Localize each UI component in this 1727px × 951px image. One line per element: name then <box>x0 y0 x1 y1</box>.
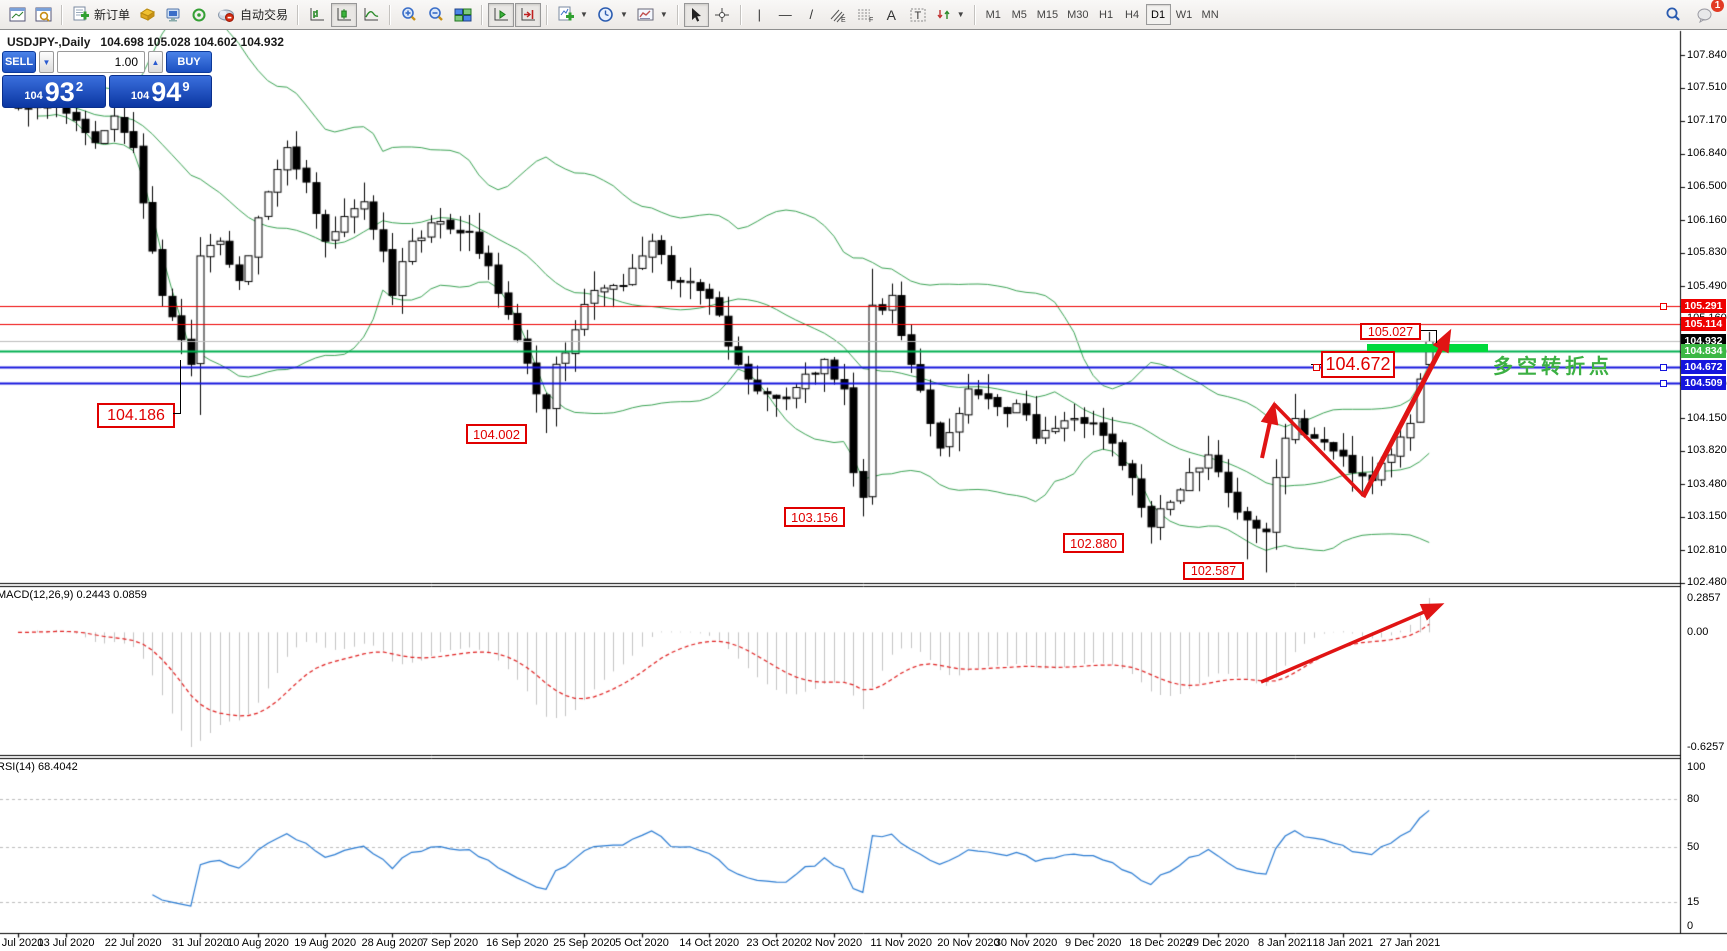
new-chart-icon[interactable] <box>5 3 30 27</box>
buy-button[interactable]: BUY <box>166 51 212 73</box>
turning-point-annotation[interactable]: 多空转折点 <box>1493 356 1613 378</box>
one-click-trading-panel: SELL ▼ 1.00 ▲ BUY 104 93 2 104 94 9 <box>2 51 212 108</box>
svg-text:E: E <box>841 17 846 23</box>
timeframe-m5[interactable]: M5 <box>1011 8 1027 21</box>
market-icon[interactable] <box>135 3 160 27</box>
crosshair-tool-icon[interactable] <box>710 3 735 27</box>
new-order-label: 新订单 <box>94 8 131 22</box>
timeframe-switcher: M1 M5 M15 M30 H1 H4 D1 W1 MN <box>981 4 1223 25</box>
metaeditor-icon[interactable] <box>161 3 186 27</box>
cursor-tool-icon[interactable] <box>683 2 709 27</box>
toolbar-separator <box>973 4 976 25</box>
sell-button[interactable]: SELL <box>2 51 36 73</box>
text-tool-icon[interactable]: A <box>886 6 896 23</box>
timeframe-d1[interactable]: D1 <box>1145 4 1171 25</box>
timeframe-w1[interactable]: W1 <box>1175 8 1193 21</box>
timeframe-m15[interactable]: M15 <box>1036 8 1059 21</box>
notifications-icon[interactable]: 1 <box>1692 0 1724 27</box>
chart-title: USDJPY-,Daily 104.698 105.028 104.602 10… <box>7 35 284 49</box>
toolbar-separator <box>481 4 484 25</box>
timeframe-h4[interactable]: H4 <box>1125 8 1140 21</box>
svg-text:F: F <box>869 17 873 23</box>
autotrading-button[interactable]: 自动交易 <box>213 3 292 27</box>
timeframe-h1[interactable]: H1 <box>1099 8 1114 21</box>
line-chart-type-icon[interactable] <box>358 3 384 27</box>
volume-increase-button[interactable]: ▲ <box>148 51 163 73</box>
timeframe-mn[interactable]: MN <box>1201 8 1219 21</box>
timeframe-m1[interactable]: M1 <box>985 8 1001 21</box>
text-label-tool-icon[interactable]: T <box>905 3 931 27</box>
horizontal-line-tool-icon[interactable]: — <box>778 7 792 22</box>
rsi-indicator-label: RSI(14) 68.4042 <box>0 761 78 773</box>
notification-count-badge: 1 <box>1711 0 1724 12</box>
toolbar-separator <box>297 4 300 25</box>
arrows-tool-icon[interactable]: ▼ <box>932 3 969 27</box>
ask-prefix: 104 <box>130 90 150 102</box>
dropdown-caret-icon: ▼ <box>956 10 965 19</box>
trendline-tool-icon[interactable]: / <box>809 7 814 22</box>
dropdown-caret-icon: ▼ <box>659 10 668 19</box>
new-order-button[interactable]: 新订单 <box>68 3 134 27</box>
indicators-menu-icon[interactable]: ▼ <box>553 3 592 27</box>
zoom-out-icon[interactable] <box>423 3 449 27</box>
toolbar-separator <box>739 4 742 25</box>
support-highlight-bar[interactable] <box>1367 344 1488 352</box>
ask-price-display[interactable]: 104 94 9 <box>108 75 212 108</box>
ask-pip-digit: 9 <box>182 79 190 94</box>
timeframe-m30[interactable]: M30 <box>1067 8 1089 21</box>
volume-decrease-button[interactable]: ▼ <box>39 51 54 73</box>
channel-tool-icon[interactable]: E <box>825 3 851 27</box>
fibonacci-tool-icon[interactable]: F <box>852 3 878 27</box>
bid-pip-digit: 2 <box>75 79 84 94</box>
periods-menu-icon[interactable]: ▼ <box>593 3 632 27</box>
macd-indicator-label: MACD(12,26,9) 0.2443 0.0859 <box>0 589 147 601</box>
dropdown-caret-icon: ▼ <box>619 10 628 19</box>
candlestick-chart-type-icon[interactable] <box>331 2 358 27</box>
dropdown-caret-icon: ▼ <box>580 10 588 19</box>
ask-big-digits: 94 <box>151 77 182 107</box>
tile-windows-icon[interactable] <box>450 3 476 27</box>
bid-prefix: 104 <box>24 90 43 102</box>
toolbar-separator <box>61 4 63 25</box>
vertical-line-tool-icon[interactable]: | <box>757 7 761 22</box>
signals-icon[interactable] <box>187 3 212 27</box>
search-icon[interactable] <box>1660 3 1686 27</box>
svg-text:T: T <box>914 10 921 22</box>
toolbar-separator <box>389 4 392 25</box>
chart-shift-icon[interactable] <box>515 2 542 27</box>
main-toolbar: 新订单 自动交易 <box>0 0 1727 30</box>
volume-input[interactable]: 1.00 <box>57 51 145 73</box>
templates-menu-icon[interactable]: ▼ <box>633 3 672 27</box>
bid-big-digits: 93 <box>44 77 75 107</box>
toolbar-separator <box>676 4 679 25</box>
chart-ohlc-values: 104.698 105.028 104.602 104.932 <box>100 35 284 49</box>
chart-profiles-icon[interactable] <box>31 3 56 27</box>
bid-price-display[interactable]: 104 93 2 <box>2 75 106 108</box>
toolbar-separator <box>546 4 549 25</box>
auto-scroll-icon[interactable] <box>488 2 515 27</box>
chart-symbol-period: USDJPY-,Daily <box>7 35 91 49</box>
autotrading-label: 自动交易 <box>240 8 289 22</box>
zoom-in-icon[interactable] <box>396 3 422 27</box>
bar-chart-type-icon[interactable] <box>304 3 330 27</box>
